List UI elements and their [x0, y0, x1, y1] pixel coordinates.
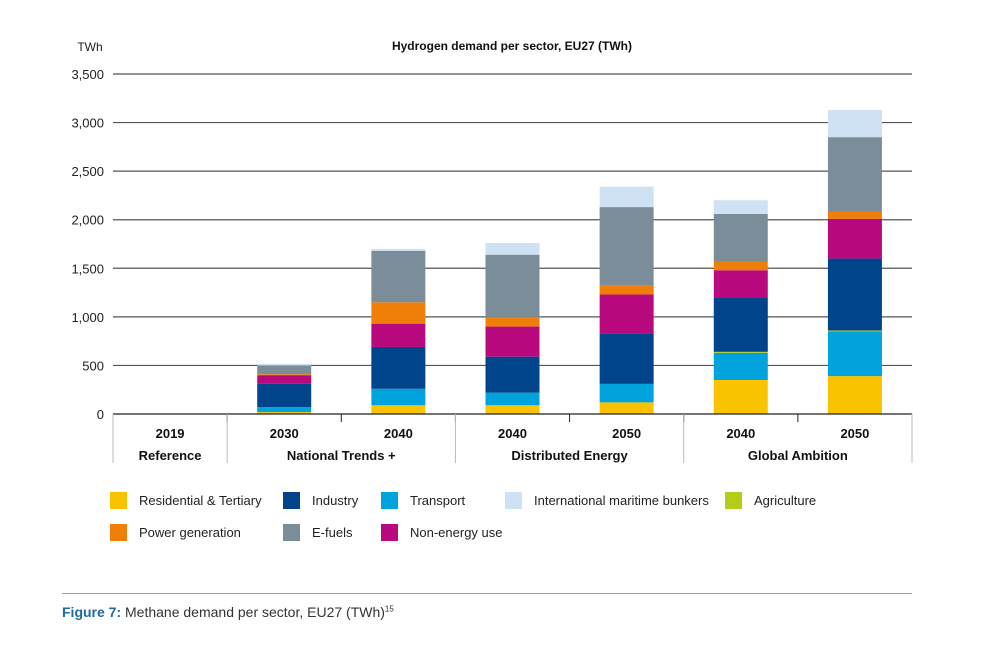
bar-segment-non-energy-use: [257, 375, 312, 384]
bar-segment-industry: [257, 383, 312, 408]
legend-swatch: [110, 524, 127, 541]
legend-swatch: [381, 492, 398, 509]
legend-label: Agriculture: [754, 493, 817, 508]
legend-swatch: [283, 524, 300, 541]
group-label: Distributed Energy: [511, 448, 628, 463]
bar-segment-power-generation: [599, 285, 654, 295]
figure-caption: Figure 7: Methane demand per sector, EU2…: [62, 604, 394, 620]
bar-segment-non-energy-use: [485, 326, 540, 357]
x-tick-label: 2050: [840, 426, 869, 441]
legend-item-residential: Residential & Tertiary: [110, 492, 262, 509]
legend-label: Transport: [410, 493, 466, 508]
legend-item-transport: Transport: [381, 492, 465, 509]
bar-segment-e-fuels: [827, 137, 882, 212]
bar-segment-residential-tertiary: [257, 412, 312, 414]
bar-segment-non-energy-use: [371, 323, 426, 347]
legend-item-bunkers: International maritime bunkers: [505, 492, 709, 509]
y-tick-label: 2,000: [71, 213, 104, 228]
x-tick-label: 2019: [156, 426, 185, 441]
bar-segment-power-generation: [257, 374, 312, 376]
bar-segment-agriculture: [713, 351, 768, 353]
bar-segment-transport: [257, 407, 312, 413]
legend-item-agriculture: Agriculture: [725, 492, 816, 509]
x-tick-label: 2040: [498, 426, 527, 441]
group-label: Reference: [139, 448, 202, 463]
bar-segment-non-energy-use: [599, 294, 654, 334]
bar-segment-residential-tertiary: [827, 376, 882, 414]
legend-item-efuels: E-fuels: [283, 524, 352, 541]
bar-segment-power-generation: [371, 302, 426, 324]
y-tick-label: 0: [97, 407, 104, 422]
bars: [257, 109, 882, 414]
group-label: National Trends +: [287, 448, 396, 463]
bar-segment-transport: [827, 331, 882, 377]
legend-label: Industry: [312, 493, 359, 508]
legend-swatch: [110, 492, 127, 509]
legend-item-power: Power generation: [110, 524, 241, 541]
bar-segment-non-energy-use: [827, 218, 882, 259]
bar-segment-e-fuels: [257, 365, 312, 375]
bar-segment-non-energy-use: [713, 270, 768, 298]
bar-segment-e-fuels: [713, 213, 768, 262]
bar-segment-international-maritime-bunkers: [599, 186, 654, 208]
y-tick-label: 3,500: [71, 67, 104, 82]
legend-label: Power generation: [139, 525, 241, 540]
chart: Hydrogen demand per sector, EU27 (TWh) T…: [71, 39, 913, 463]
bar-segment-residential-tertiary: [599, 402, 654, 414]
bar-segment-power-generation: [827, 211, 882, 219]
bar-segment-power-generation: [713, 261, 768, 271]
bar-segment-international-maritime-bunkers: [485, 243, 540, 255]
bar-segment-industry: [371, 346, 426, 389]
y-tick-label: 500: [82, 358, 104, 373]
bar-segment-residential-tertiary: [713, 380, 768, 414]
legend-label: Non-energy use: [410, 525, 503, 540]
bar-segment-industry: [485, 356, 540, 393]
group-label: Global Ambition: [748, 448, 848, 463]
x-tick-label: 2040: [384, 426, 413, 441]
bar-segment-e-fuels: [371, 250, 426, 303]
legend-swatch: [505, 492, 522, 509]
bar-segment-international-maritime-bunkers: [713, 200, 768, 214]
bar-segment-transport: [371, 388, 426, 406]
legend-label: E-fuels: [312, 525, 353, 540]
legend-item-industry: Industry: [283, 492, 358, 509]
y-tick-label: 1,500: [71, 261, 104, 276]
bar-segment-e-fuels: [485, 254, 540, 317]
legend-swatch: [381, 524, 398, 541]
bar-segment-industry: [599, 333, 654, 384]
bar-segment-international-maritime-bunkers: [257, 363, 312, 366]
legend: Residential & Tertiary Industry Transpor…: [110, 492, 870, 552]
legend-item-non-energy: Non-energy use: [381, 524, 503, 541]
legend-swatch: [725, 492, 742, 509]
caption-text: Methane demand per sector, EU27 (TWh): [121, 604, 385, 620]
bar-segment-power-generation: [485, 316, 540, 327]
x-tick-label: 2040: [726, 426, 755, 441]
bar-segment-international-maritime-bunkers: [371, 248, 426, 251]
bar-segment-industry: [713, 297, 768, 352]
bar-segment-industry: [827, 258, 882, 331]
bar-segment-residential-tertiary: [371, 405, 426, 414]
bar-segment-residential-tertiary: [485, 405, 540, 414]
bar-segment-transport: [713, 352, 768, 380]
y-tick-label: 1,000: [71, 310, 104, 325]
bar-segment-international-maritime-bunkers: [827, 109, 882, 138]
legend-label: International maritime bunkers: [534, 493, 709, 508]
figure-label: Figure 7:: [62, 604, 122, 620]
chart-title: Hydrogen demand per sector, EU27 (TWh): [392, 39, 632, 53]
bar-segment-transport: [599, 383, 654, 403]
y-axis-ticks: 0 500 1,000 1,500 2,000 2,500 3,000 3,500: [71, 67, 104, 422]
y-tick-label: 3,000: [71, 116, 104, 131]
y-tick-label: 2,500: [71, 164, 104, 179]
bar-segment-agriculture: [827, 330, 882, 332]
bar-segment-transport: [485, 392, 540, 406]
x-tick-label: 2030: [270, 426, 299, 441]
divider: [62, 593, 912, 594]
legend-swatch: [283, 492, 300, 509]
y-axis-unit: TWh: [77, 40, 102, 54]
bar-segment-e-fuels: [599, 207, 654, 286]
x-axis: 2019 2030 2040 2040 2050 2040 2050 Reference Nat…: [112, 413, 913, 463]
x-tick-label: 2050: [612, 426, 641, 441]
footnote-ref: 15: [384, 604, 394, 614]
legend-label: Residential & Tertiary: [139, 493, 262, 508]
